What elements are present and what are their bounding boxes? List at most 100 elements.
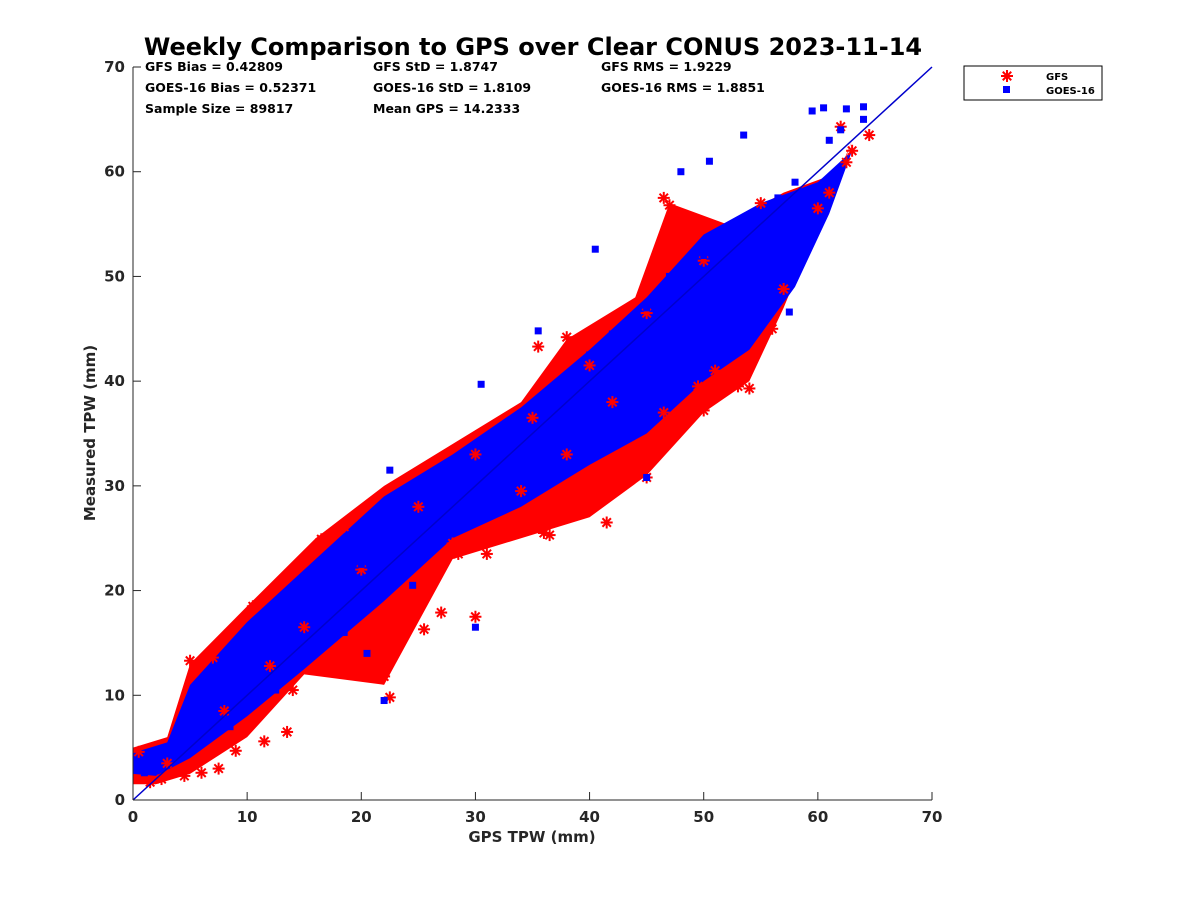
goes-point: [140, 769, 148, 777]
gfs-point: [133, 745, 145, 758]
gfs-point: [663, 199, 676, 212]
legend-gfs-marker: [1001, 70, 1013, 82]
goes-point: [791, 178, 799, 186]
gfs-point: [332, 642, 345, 655]
gfs-point: [606, 396, 619, 409]
goes-point: [643, 473, 651, 481]
goes-point: [471, 623, 479, 631]
goes-point: [529, 403, 536, 411]
goes-density: [133, 150, 853, 776]
goes-point: [740, 131, 748, 139]
gfs-point: [378, 670, 391, 683]
gfs-point: [480, 547, 493, 560]
gfs-point: [594, 491, 607, 504]
goes-point: [357, 560, 365, 568]
gfs-point: [811, 202, 824, 215]
stat-gfs-std: GFS StD = 1.8747: [373, 59, 498, 74]
y-tick-label: 70: [104, 58, 125, 76]
y-tick-label: 20: [104, 582, 125, 600]
goes-point: [363, 649, 371, 657]
goes-point: [860, 103, 868, 111]
goes-point: [757, 210, 765, 218]
goes-point: [186, 712, 194, 720]
stat-goes-bias: GOES-16 Bias = 0.52371: [145, 80, 316, 95]
goes-point: [723, 299, 731, 307]
legend-gfs-label: GFS: [1046, 72, 1068, 83]
goes-point: [808, 107, 816, 115]
gfs-point: [452, 547, 465, 560]
gfs-point: [692, 380, 705, 393]
stat-sample-size: Sample Size = 89817: [145, 101, 293, 116]
goes-point: [774, 194, 782, 202]
x-tick-label: 40: [579, 808, 600, 826]
goes-point: [825, 136, 833, 144]
gfs-point: [515, 485, 528, 498]
x-tick-label: 50: [693, 808, 714, 826]
stat-gfs-rms: GFS RMS = 1.9229: [601, 59, 732, 74]
gfs-point: [195, 766, 208, 779]
y-tick-label: 0: [115, 791, 125, 809]
goes-point: [243, 676, 251, 684]
gfs-point: [743, 382, 756, 395]
gfs-point: [840, 156, 853, 169]
y-tick-label: 60: [104, 163, 125, 181]
goes-point: [842, 105, 850, 113]
goes-point: [785, 308, 793, 316]
gfs-point: [298, 621, 311, 634]
goes-point: [334, 587, 342, 595]
gfs-point: [155, 773, 168, 786]
goes-point: [665, 272, 673, 280]
gfs-point: [161, 757, 174, 770]
point-cloud: [133, 140, 853, 785]
goes-point: [677, 288, 685, 296]
y-axis-label: Measured TPW (mm): [81, 345, 99, 521]
gfs-point: [400, 584, 413, 597]
gfs-point: [412, 500, 425, 513]
goes-point: [654, 351, 662, 359]
goes-point: [414, 513, 422, 521]
gfs-point: [418, 623, 431, 636]
goes-point: [392, 534, 400, 542]
y-tick-label: 50: [104, 267, 125, 285]
gfs-point: [669, 411, 682, 424]
gfs-point: [777, 282, 790, 295]
axis-ticks: 0 10 20 30 40 50 60 70 0 10 20 30 40 50 60 70: [104, 58, 942, 826]
gfs-point: [532, 501, 545, 514]
goes-point: [494, 450, 502, 458]
y-tick-label: 30: [104, 477, 125, 495]
stat-goes-std: GOES-16 StD = 1.8109: [373, 80, 531, 95]
goes-point: [820, 104, 828, 112]
goes-point: [620, 335, 628, 343]
y-tick-label: 10: [104, 686, 125, 704]
legend-gfs-asterisk: [1001, 70, 1013, 82]
gfs-point: [583, 480, 596, 493]
gfs-point: [212, 762, 225, 775]
goes-point: [340, 628, 348, 636]
x-tick-label: 0: [128, 808, 138, 826]
stat-gfs-bias: GFS Bias = 0.42809: [145, 59, 283, 74]
chart-title: Weekly Comparison to GPS over Clear CONU…: [144, 33, 922, 61]
goes-point: [586, 351, 594, 359]
legend-goes-label: GOES-16: [1046, 86, 1095, 97]
goes-point: [860, 115, 868, 123]
x-axis-label: GPS TPW (mm): [468, 828, 595, 846]
gfs-point: [526, 411, 539, 424]
goes-point: [414, 529, 422, 537]
goes-point: [409, 581, 417, 589]
goes-point: [477, 380, 485, 388]
goes-point: [643, 304, 651, 312]
gfs-point: [263, 659, 276, 672]
data-points: [133, 103, 876, 789]
goes-point: [443, 498, 451, 506]
goes-point: [837, 126, 845, 134]
gfs-point: [863, 129, 876, 142]
gfs-point: [600, 516, 613, 529]
gfs-point: [657, 406, 670, 419]
gfs-point: [338, 520, 351, 533]
legend: GFS GOES-16: [963, 65, 1103, 101]
gfs-point: [657, 191, 670, 204]
y-tick-label: 40: [104, 372, 125, 390]
goes-point: [449, 482, 457, 490]
goes-point: [580, 419, 588, 427]
gfs-point: [258, 735, 271, 748]
